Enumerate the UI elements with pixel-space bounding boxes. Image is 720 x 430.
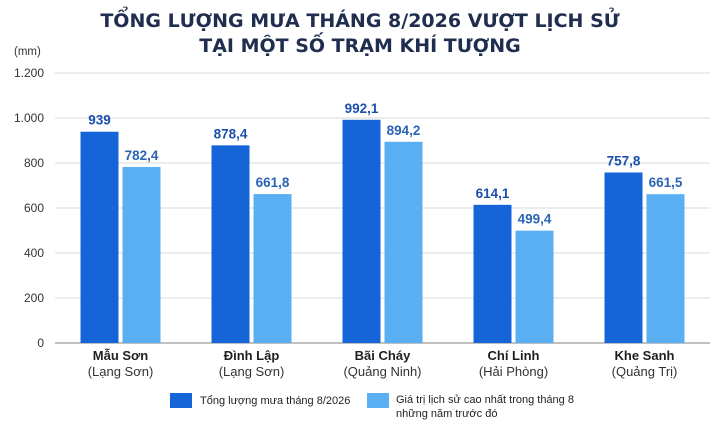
bar-value-label: 661,5 [649, 175, 683, 190]
bar-value-label: 878,4 [214, 126, 248, 141]
data-labels: 939 782,4 878,4 661,8 992,1 894,2 614,1 499,4 75… [88, 101, 683, 227]
legend-swatch-rainfall-2026 [170, 393, 192, 408]
bar-value-label: 661,8 [256, 175, 290, 190]
y-tick-label: 1.200 [14, 66, 44, 80]
legend: Tổng lượng mưa tháng 8/2026 Giá trị lịch … [170, 393, 574, 420]
legend-swatch-historical-max [367, 393, 389, 408]
bar-rainfall-2026 [80, 131, 119, 343]
bar-rainfall-2026 [473, 204, 512, 343]
bar-historical-max [384, 141, 423, 343]
x-category-sublabel: (Quảng Trị) [612, 364, 678, 379]
x-category-label: Mẫu Sơn [93, 348, 149, 363]
x-category-sublabel: (Lạng Sơn) [88, 364, 154, 379]
y-axis-unit-label: (mm) [14, 46, 41, 58]
y-tick-label: 600 [24, 201, 44, 215]
bar-rainfall-2026 [604, 172, 643, 343]
bar-historical-max [122, 166, 161, 343]
bar-value-label: 939 [88, 113, 111, 128]
bar-historical-max [515, 230, 554, 343]
chart-title: TỔNG LƯỢNG MƯA THÁNG 8/2026 VƯỢT LỊCH SỬ [100, 5, 619, 32]
x-axis-categories: Mẫu Sơn(Lạng Sơn)Đình Lập(Lạng Sơn)Bãi C… [88, 348, 678, 379]
legend-label-line: Giá trị lịch sử cao nhất trong tháng 8 [396, 394, 574, 406]
bar-value-label: 499,4 [518, 212, 552, 227]
y-tick-label: 1.000 [14, 111, 44, 125]
chart-subtitle: TẠI MỘT SỐ TRẠM KHÍ TƯỢNG [199, 31, 521, 57]
bars [80, 119, 685, 343]
bar-value-label: 992,1 [345, 101, 379, 116]
y-tick-label: 0 [37, 336, 44, 350]
gridlines [55, 72, 710, 344]
y-tick-label: 800 [24, 156, 44, 170]
bar-rainfall-2026 [342, 119, 381, 343]
bar-rainfall-2026 [211, 145, 250, 343]
legend-label-historical-max: Giá trị lịch sử cao nhất trong tháng 8 nh… [396, 394, 574, 420]
legend-label-line: những năm trước đó [396, 408, 497, 420]
bar-value-label: 782,4 [125, 148, 159, 163]
bar-value-label: 894,2 [387, 123, 421, 138]
y-axis-ticks: 0 200 400 600 800 1.000 1.200 [14, 66, 44, 350]
y-tick-label: 400 [24, 246, 44, 260]
y-tick-label: 200 [24, 291, 44, 305]
bar-historical-max [646, 194, 685, 343]
bar-value-label: 757,8 [607, 153, 641, 168]
legend-label-rainfall-2026: Tổng lượng mưa tháng 8/2026 [200, 395, 350, 407]
x-category-label: Chí Linh [488, 348, 540, 363]
x-category-label: Bãi Cháy [355, 348, 411, 363]
bar-historical-max [253, 194, 292, 343]
x-category-sublabel: (Lạng Sơn) [219, 364, 285, 379]
x-category-label: Khe Sanh [615, 348, 675, 363]
x-category-sublabel: (Hải Phòng) [479, 364, 548, 379]
bar-value-label: 614,1 [476, 186, 510, 201]
x-category-sublabel: (Quảng Ninh) [343, 364, 421, 379]
x-category-label: Đình Lập [224, 348, 280, 363]
